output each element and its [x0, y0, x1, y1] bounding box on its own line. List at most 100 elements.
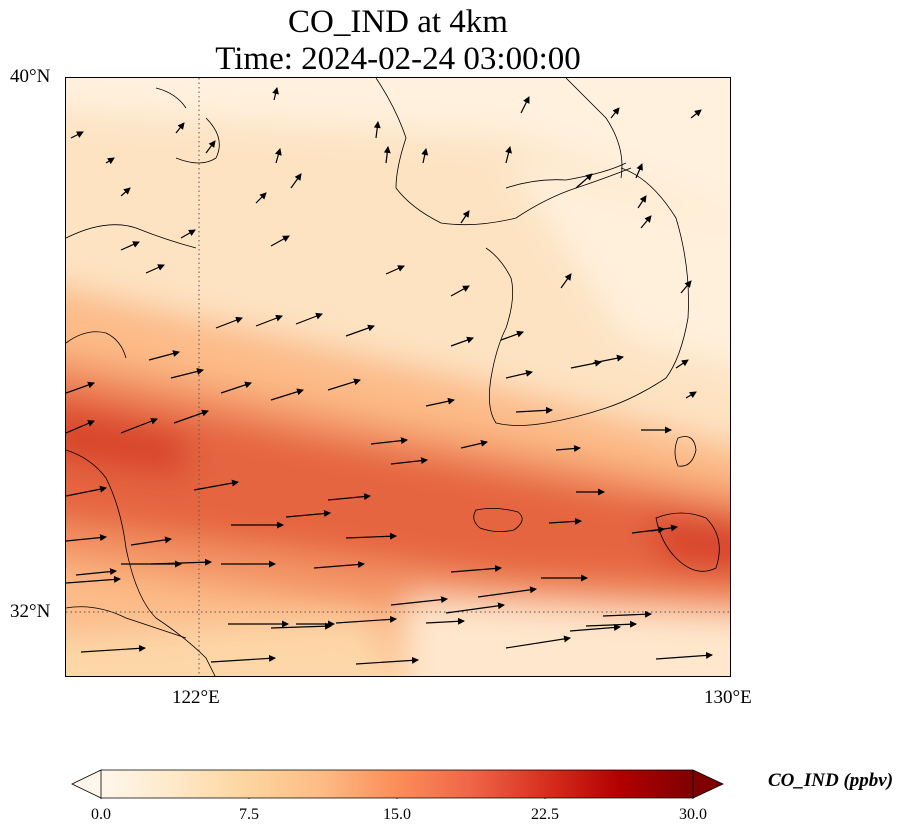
- wind-arrow: [270, 388, 304, 401]
- wind-arrow: [220, 381, 252, 394]
- wind-arrow: [445, 602, 505, 614]
- wind-arrow: [66, 381, 95, 394]
- wind-arrow: [610, 107, 620, 119]
- wind-arrow: [555, 445, 581, 452]
- colorbar-tick-15: 15.0: [383, 806, 411, 823]
- coastlines: [66, 78, 720, 676]
- colorbar-tick-22.5: 22.5: [531, 806, 559, 823]
- colorbar-tick-0: 0.0: [91, 806, 111, 823]
- wind-arrow: [373, 121, 381, 139]
- colorbar-tick-7.5: 7.5: [239, 806, 259, 823]
- wind-arrow: [675, 359, 689, 369]
- wind-arrow: [390, 596, 448, 606]
- wind-arrow: [285, 510, 331, 518]
- wind-arrow: [505, 635, 571, 649]
- wind-arrow: [390, 457, 428, 465]
- wind-arrow: [148, 350, 180, 361]
- wind-arrow: [105, 157, 115, 165]
- wind-arrow: [66, 575, 121, 584]
- wind-vectors: [66, 87, 713, 665]
- wind-arrow: [120, 241, 140, 251]
- wind-arrow: [205, 140, 216, 154]
- wind-arrow: [569, 623, 621, 632]
- wind-arrow: [421, 148, 429, 164]
- map-time: Time: 2024-02-24 03:00:00: [215, 41, 581, 77]
- map-panel: [65, 77, 731, 677]
- wind-arrow: [602, 610, 652, 618]
- wind-arrow: [327, 493, 371, 501]
- wind-arrow: [66, 485, 107, 497]
- wind-arrow: [575, 173, 593, 189]
- wind-arrow: [345, 532, 397, 540]
- wind-arrow: [690, 109, 702, 119]
- wind-arrow: [548, 517, 582, 525]
- wind-arrow: [345, 324, 375, 337]
- wind-arrow: [592, 354, 624, 364]
- wind-arrow: [270, 235, 290, 247]
- wind-arrow: [450, 336, 474, 347]
- wind-arrow: [505, 369, 533, 379]
- wind-arrow: [655, 651, 713, 660]
- colorbar-label: CO_IND (ppbv): [768, 770, 894, 791]
- wind-arrow: [274, 148, 282, 164]
- wind-arrow: [637, 195, 647, 209]
- wind-arrow: [505, 146, 512, 164]
- wind-arrow: [680, 280, 692, 294]
- wind-arrow: [120, 187, 131, 197]
- wind-arrow: [450, 564, 502, 573]
- wind-arrow: [215, 316, 243, 329]
- wind-arrow: [560, 273, 572, 289]
- wind-arrow: [385, 265, 405, 275]
- wind-arrow: [255, 314, 283, 327]
- wind-arrow: [640, 215, 652, 229]
- wind-arrow: [145, 264, 165, 274]
- wind-arrow: [80, 644, 146, 653]
- wind-arrow: [500, 330, 524, 341]
- concentration-map: [66, 78, 730, 676]
- wind-arrow: [170, 368, 204, 379]
- wind-arrow: [150, 558, 212, 566]
- wind-arrow: [175, 122, 185, 134]
- colorbar: [71, 769, 724, 799]
- wind-arrow: [255, 192, 267, 204]
- wind-arrow: [193, 479, 239, 491]
- wind-arrow: [450, 285, 470, 297]
- wind-arrow: [460, 439, 488, 449]
- wind-arrow: [290, 173, 302, 189]
- wind-arrow: [75, 568, 117, 576]
- wind-arrow: [425, 617, 465, 625]
- lat-tick-40N: 40°N: [10, 66, 51, 87]
- wind-arrow: [477, 586, 537, 598]
- colorbar-tick-30: 30.0: [679, 806, 707, 823]
- wind-arrow: [120, 417, 158, 434]
- wind-arrow: [66, 534, 107, 542]
- wind-arrow: [270, 622, 332, 630]
- wind-arrow: [515, 406, 553, 414]
- wind-arrow: [66, 420, 95, 434]
- wind-arrow: [383, 146, 391, 164]
- wind-arrow: [355, 656, 419, 665]
- wind-arrow: [631, 526, 665, 534]
- wind-arrow: [295, 312, 323, 325]
- wind-arrow: [460, 210, 470, 224]
- lat-tick-32N: 32°N: [10, 601, 51, 622]
- wind-arrow: [313, 560, 365, 569]
- wind-arrow: [70, 131, 84, 139]
- lon-tick-130E: 130°E: [704, 687, 752, 708]
- concentration-field: [66, 78, 730, 676]
- wind-arrow: [180, 229, 196, 239]
- wind-arrow: [585, 620, 637, 628]
- wind-arrow: [370, 437, 408, 445]
- wind-arrow: [520, 96, 530, 114]
- wind-arrow: [173, 409, 209, 424]
- wind-arrow: [130, 536, 172, 546]
- wind-arrow: [335, 615, 397, 624]
- wind-arrow: [272, 87, 279, 101]
- wind-arrow: [635, 163, 643, 179]
- wind-arrow: [327, 378, 361, 391]
- wind-arrow: [425, 397, 455, 407]
- wind-arrow: [210, 654, 276, 663]
- map-title: CO_IND at 4km: [288, 4, 508, 40]
- wind-arrow: [685, 391, 697, 399]
- lon-tick-122E: 122°E: [172, 687, 220, 708]
